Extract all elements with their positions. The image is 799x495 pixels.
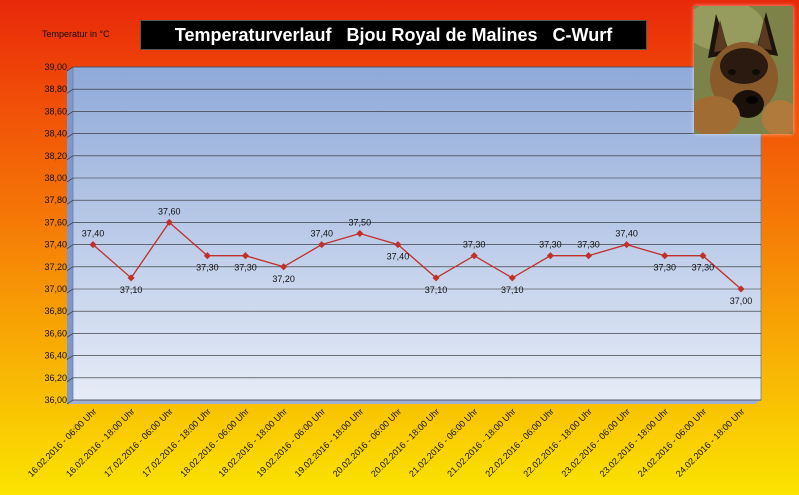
data-label: 37,20	[272, 274, 295, 284]
x-tick-label: 19.02.2016 - 06:00 Uhr	[255, 406, 328, 479]
data-label: 37,30	[539, 240, 562, 250]
y-tick-label: 37,60	[44, 217, 67, 227]
x-tick-label: 23.02.2016 - 18:00 Uhr	[598, 406, 671, 479]
data-point	[661, 252, 669, 260]
data-point	[432, 274, 440, 282]
gridline-side	[66, 266, 74, 272]
x-tick-label: 20.02.2016 - 18:00 Uhr	[369, 406, 442, 479]
data-label: 37,50	[349, 218, 372, 228]
x-tick-label: 17.02.2016 - 06:00 Uhr	[102, 406, 175, 479]
x-tick-label: 16.02.2016 - 06:00 Uhr	[26, 406, 99, 479]
y-tick-label: 36,00	[44, 395, 67, 405]
y-tick-label: 36,40	[44, 351, 67, 361]
dog-photo	[694, 6, 793, 134]
y-tick-label: 38,00	[44, 173, 67, 183]
gridline-side	[66, 199, 74, 205]
data-label: 37,60	[158, 206, 181, 216]
data-label: 37,10	[120, 285, 143, 295]
gridline-side	[66, 399, 74, 405]
data-point	[241, 252, 250, 260]
y-axis-label: Temperatur in °C	[42, 29, 110, 39]
plot-side-wall	[67, 67, 73, 404]
gridline-side	[66, 66, 74, 72]
gridline-side	[66, 244, 74, 249]
x-tick-label: 22.02.2016 - 06:00 Uhr	[483, 406, 556, 479]
gridline-side	[66, 133, 74, 138]
chart-title: Temperaturverlauf Bjou Royal de Malines …	[140, 20, 647, 50]
y-tick-label: 37,20	[44, 262, 67, 272]
y-tick-label: 36,80	[44, 306, 67, 316]
x-tick-label: 24.02.2016 - 06:00 Uhr	[636, 406, 709, 479]
data-label: 37,40	[310, 229, 333, 239]
data-point	[89, 241, 97, 249]
y-tick-label: 36,20	[44, 373, 67, 383]
x-tick-label: 23.02.2016 - 06:00 Uhr	[560, 406, 633, 479]
data-label: 37,30	[692, 263, 715, 273]
data-label: 37,40	[615, 229, 638, 239]
data-point	[546, 252, 554, 260]
x-tick-label: 18.02.2016 - 06:00 Uhr	[178, 406, 251, 479]
data-point	[318, 241, 326, 249]
data-point	[356, 229, 364, 238]
gridline-side	[66, 88, 74, 94]
data-point	[584, 252, 593, 260]
data-label: 37,30	[653, 263, 676, 273]
y-tick-label: 38,80	[44, 84, 67, 94]
x-tick-label: 21.02.2016 - 18:00 Uhr	[445, 406, 518, 479]
y-tick-label: 37,80	[44, 195, 67, 205]
series-line	[92, 221, 742, 290]
data-point	[165, 218, 173, 226]
data-point	[394, 241, 402, 249]
gridline-side	[66, 333, 74, 338]
data-label: 37,10	[501, 285, 524, 295]
gridline-side	[66, 177, 74, 183]
y-tick-label: 39,00	[44, 62, 67, 72]
data-label: 37,00	[730, 296, 753, 306]
data-point	[203, 252, 211, 260]
x-tick-label: 24.02.2016 - 18:00 Uhr	[674, 406, 747, 479]
data-point	[470, 252, 478, 260]
data-label: 37,10	[425, 285, 448, 295]
data-point	[737, 285, 745, 293]
x-tick-label: 19.02.2016 - 18:00 Uhr	[293, 406, 366, 479]
x-tick-label: 20.02.2016 - 06:00 Uhr	[331, 406, 404, 479]
data-point	[127, 274, 135, 282]
x-tick-label: 21.02.2016 - 06:00 Uhr	[407, 406, 480, 479]
data-label: 37,30	[463, 240, 486, 250]
gridline-side	[66, 222, 74, 227]
gridline-side	[66, 377, 74, 383]
y-tick-label: 37,00	[44, 284, 67, 294]
gridline-side	[66, 155, 74, 161]
x-tick-label: 22.02.2016 - 18:00 Uhr	[521, 406, 594, 479]
data-label: 37,40	[387, 252, 410, 262]
data-point	[508, 274, 516, 282]
gridline-side	[66, 310, 74, 316]
data-label: 37,30	[577, 240, 600, 250]
plot-floor	[67, 400, 761, 404]
data-point	[623, 241, 631, 249]
data-label: 37,30	[196, 263, 219, 273]
x-tick-label: 16.02.2016 - 18:00 Uhr	[64, 406, 137, 479]
data-label: 37,30	[234, 263, 257, 273]
data-label: 37,40	[82, 229, 105, 239]
x-tick-label: 18.02.2016 - 18:00 Uhr	[216, 406, 289, 479]
data-point	[699, 252, 707, 260]
y-tick-label: 37,40	[44, 240, 67, 250]
x-tick-label: 17.02.2016 - 18:00 Uhr	[140, 406, 213, 479]
y-tick-label: 38,60	[44, 106, 67, 116]
y-tick-label: 38,40	[44, 129, 67, 139]
y-tick-label: 38,20	[44, 151, 67, 161]
plot-area	[72, 66, 762, 401]
data-point	[280, 263, 288, 271]
y-tick-label: 36,60	[44, 328, 67, 338]
gridline-side	[66, 111, 74, 116]
gridline-side	[66, 288, 74, 294]
gridline-side	[66, 355, 74, 360]
